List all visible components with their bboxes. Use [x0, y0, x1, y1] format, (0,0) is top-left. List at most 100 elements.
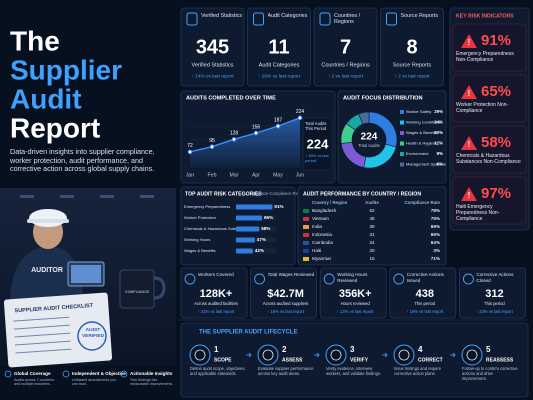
- kpi-icon: [253, 12, 264, 26]
- kpi-heading-box: Audit Categories: [268, 13, 308, 19]
- step-arrow: [314, 352, 320, 358]
- data-label: 95: [209, 138, 215, 144]
- kpi-value: 312: [485, 288, 503, 300]
- kpi-heading: Total Wages Reviewed: [267, 272, 315, 277]
- bar: [236, 204, 273, 210]
- bottom-kpi-card: [319, 267, 387, 319]
- kpi-caption: Verified Statistics: [192, 62, 234, 68]
- table-cell: 66%: [431, 232, 440, 237]
- bar: [236, 226, 260, 232]
- line-area: [190, 117, 300, 168]
- table-title: AUDIT PERFORMANCE BY COUNTRY / REGION: [303, 191, 421, 197]
- kpi-heading-box: Workers Covered: [198, 272, 234, 277]
- feature-title: Independent & Objective: [72, 371, 126, 376]
- subtitle-box: Data-driven insights into supplier compl…: [10, 148, 155, 174]
- kpi-card: [180, 7, 245, 87]
- step-text: Define audit scope, objectives, and appl…: [190, 367, 246, 376]
- kpi-change: ↑ 16% vs last report: [267, 309, 305, 314]
- kpi-heading: Corrective Actions Issued: [406, 272, 444, 283]
- step-number: 1: [214, 345, 219, 354]
- kpi-change: ↑ 23% vs last report: [476, 309, 514, 314]
- center-value: 224: [361, 132, 378, 143]
- table-cell: 75%: [431, 216, 440, 221]
- table-cell: 48: [369, 216, 375, 221]
- feature-text-box: Audits across 7 countries and multiple i…: [14, 378, 54, 386]
- kpi-icon: [184, 273, 196, 285]
- warning-mark: !: [468, 89, 471, 98]
- step-icon-inner: [398, 349, 410, 361]
- y-tick-label: Worker Protection: [184, 215, 216, 220]
- kpi-change: ↑ 21% vs last report: [198, 309, 236, 314]
- legend-label: Environment: [406, 151, 429, 156]
- bar: [236, 237, 255, 243]
- step-title: SCOPE: [214, 357, 232, 363]
- risk-value: 97%: [481, 185, 511, 202]
- data-label: 6%: [437, 162, 443, 167]
- kpi-caption: Audit Categories: [259, 62, 300, 68]
- kpi-heading-box: Total Wages Reviewed: [267, 272, 315, 277]
- step-text: Issue findings and require corrective ac…: [394, 367, 441, 376]
- kpi-caption: Across audited facilities: [194, 301, 238, 306]
- data-label: 47%: [257, 237, 266, 242]
- step-icon: [189, 344, 211, 366]
- kpi-heading-box: Verified Statistics: [201, 13, 242, 19]
- legend-swatch: [400, 131, 404, 135]
- line: [189, 117, 301, 153]
- feature-title: Global Coverage: [14, 371, 51, 376]
- kpi-caption: This period: [484, 301, 505, 306]
- legend-label: Management Systems: [406, 162, 446, 167]
- kpi-icon: [254, 273, 266, 285]
- kpi-heading: Workers Covered: [198, 272, 234, 277]
- kpi-heading: Corrective Actions Closed: [476, 272, 514, 283]
- point: [297, 115, 303, 121]
- risk-value: 91%: [481, 32, 511, 49]
- legend-swatch: [400, 141, 404, 146]
- risk-value: 65%: [481, 83, 511, 100]
- table-cell: 15: [369, 256, 375, 261]
- risk-title: KEY RISK INDICATORS: [456, 13, 514, 19]
- risk-label: Haiti Emergency Preparedness Non-Complia…: [456, 204, 500, 222]
- data-label: 156: [252, 124, 261, 130]
- flag: [303, 249, 309, 253]
- kpi-caption: Source Reports: [393, 62, 431, 68]
- data-label: 29%: [434, 109, 443, 114]
- risk-label: Chemicals & Hazardous Substances Non-Com…: [456, 153, 521, 165]
- y-tick-label: Wages & Benefits: [184, 248, 216, 253]
- kpi-value: 11: [268, 36, 289, 58]
- warning-icon: [461, 187, 477, 201]
- kpi-change: ↑ 2 vs last report: [394, 73, 430, 79]
- kpi-change: ↑ 14% vs last report: [191, 73, 234, 79]
- legend-swatch: [400, 110, 404, 114]
- step-text: Verify evidence, interview workers, and …: [326, 367, 382, 376]
- risk-label: Worker Protection Non-Compliance: [456, 102, 509, 114]
- x-tick-label: Apr: [252, 172, 260, 178]
- kpi-card: [313, 7, 378, 87]
- table-header: Audits: [365, 200, 379, 205]
- kpi-value: $42.7M: [267, 288, 304, 300]
- step-title: REASSESS: [486, 357, 514, 363]
- step-text-box: Define audit scope, objectives, and appl…: [190, 367, 246, 376]
- kpi-heading: Working Hours Reviewed: [337, 272, 368, 283]
- table-cell: 24: [369, 240, 375, 245]
- lifecycle-title: THE SUPPLIER AUDIT LIFECYCLE: [199, 330, 297, 336]
- table-cell: Haiti: [312, 248, 321, 253]
- point: [275, 123, 281, 129]
- step-icon: [257, 344, 279, 366]
- chart-title: AUDITS COMPLETED OVER TIME: [186, 95, 276, 101]
- legend-swatch: [400, 120, 404, 125]
- table-cell: Cambodia: [312, 240, 333, 245]
- feature-icon: [62, 370, 70, 378]
- legend-swatch: [400, 152, 404, 156]
- subtitle: Data-driven insights into supplier compl…: [10, 148, 155, 174]
- table-header: Compliance Rate: [404, 200, 440, 205]
- bar: [236, 215, 262, 221]
- data-label: 187: [274, 117, 283, 123]
- step-arrow: [382, 352, 388, 358]
- step-text: Follow-up to confirm corrective actions …: [462, 367, 518, 381]
- y-tick-label: Emergency Preparedness: [184, 204, 230, 209]
- kpi-caption: This period: [414, 301, 435, 306]
- table-panel: [297, 186, 447, 266]
- flag: [303, 209, 309, 213]
- kpi-heading-box: Working Hours Reviewed: [337, 272, 368, 283]
